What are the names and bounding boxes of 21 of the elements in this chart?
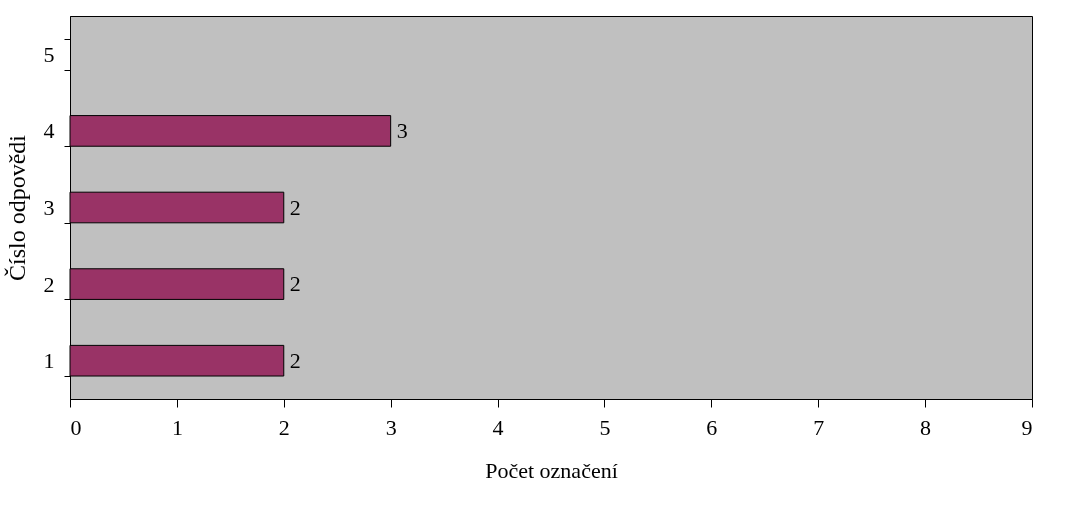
x-tick-label: 4 [492,414,504,440]
x-tick-label: 5 [599,414,611,440]
y-axis-title: Číslo odpovědi [3,134,30,282]
y-tick-label: 1 [43,348,55,374]
data-label: 3 [396,117,408,143]
data-label: 2 [289,271,301,297]
x-tick-label: 7 [813,414,825,440]
x-tick-label: 9 [1021,414,1033,440]
y-tick-label: 2 [43,271,55,297]
y-tick-label: 3 [43,195,55,220]
x-axis-title: Počet označení [485,457,618,483]
x-tick-label: 1 [171,414,183,440]
y-tick-label: 5 [43,41,55,67]
data-label: 2 [289,194,301,220]
x-tick-label: 0 [70,414,82,440]
x-tick-label: 6 [706,414,718,440]
x-tick-label: 8 [920,414,932,440]
data-label: 2 [289,347,301,373]
x-tick-label: 2 [278,414,290,440]
x-tick-label: 3 [385,414,397,440]
y-tick-label: 4 [43,118,55,144]
